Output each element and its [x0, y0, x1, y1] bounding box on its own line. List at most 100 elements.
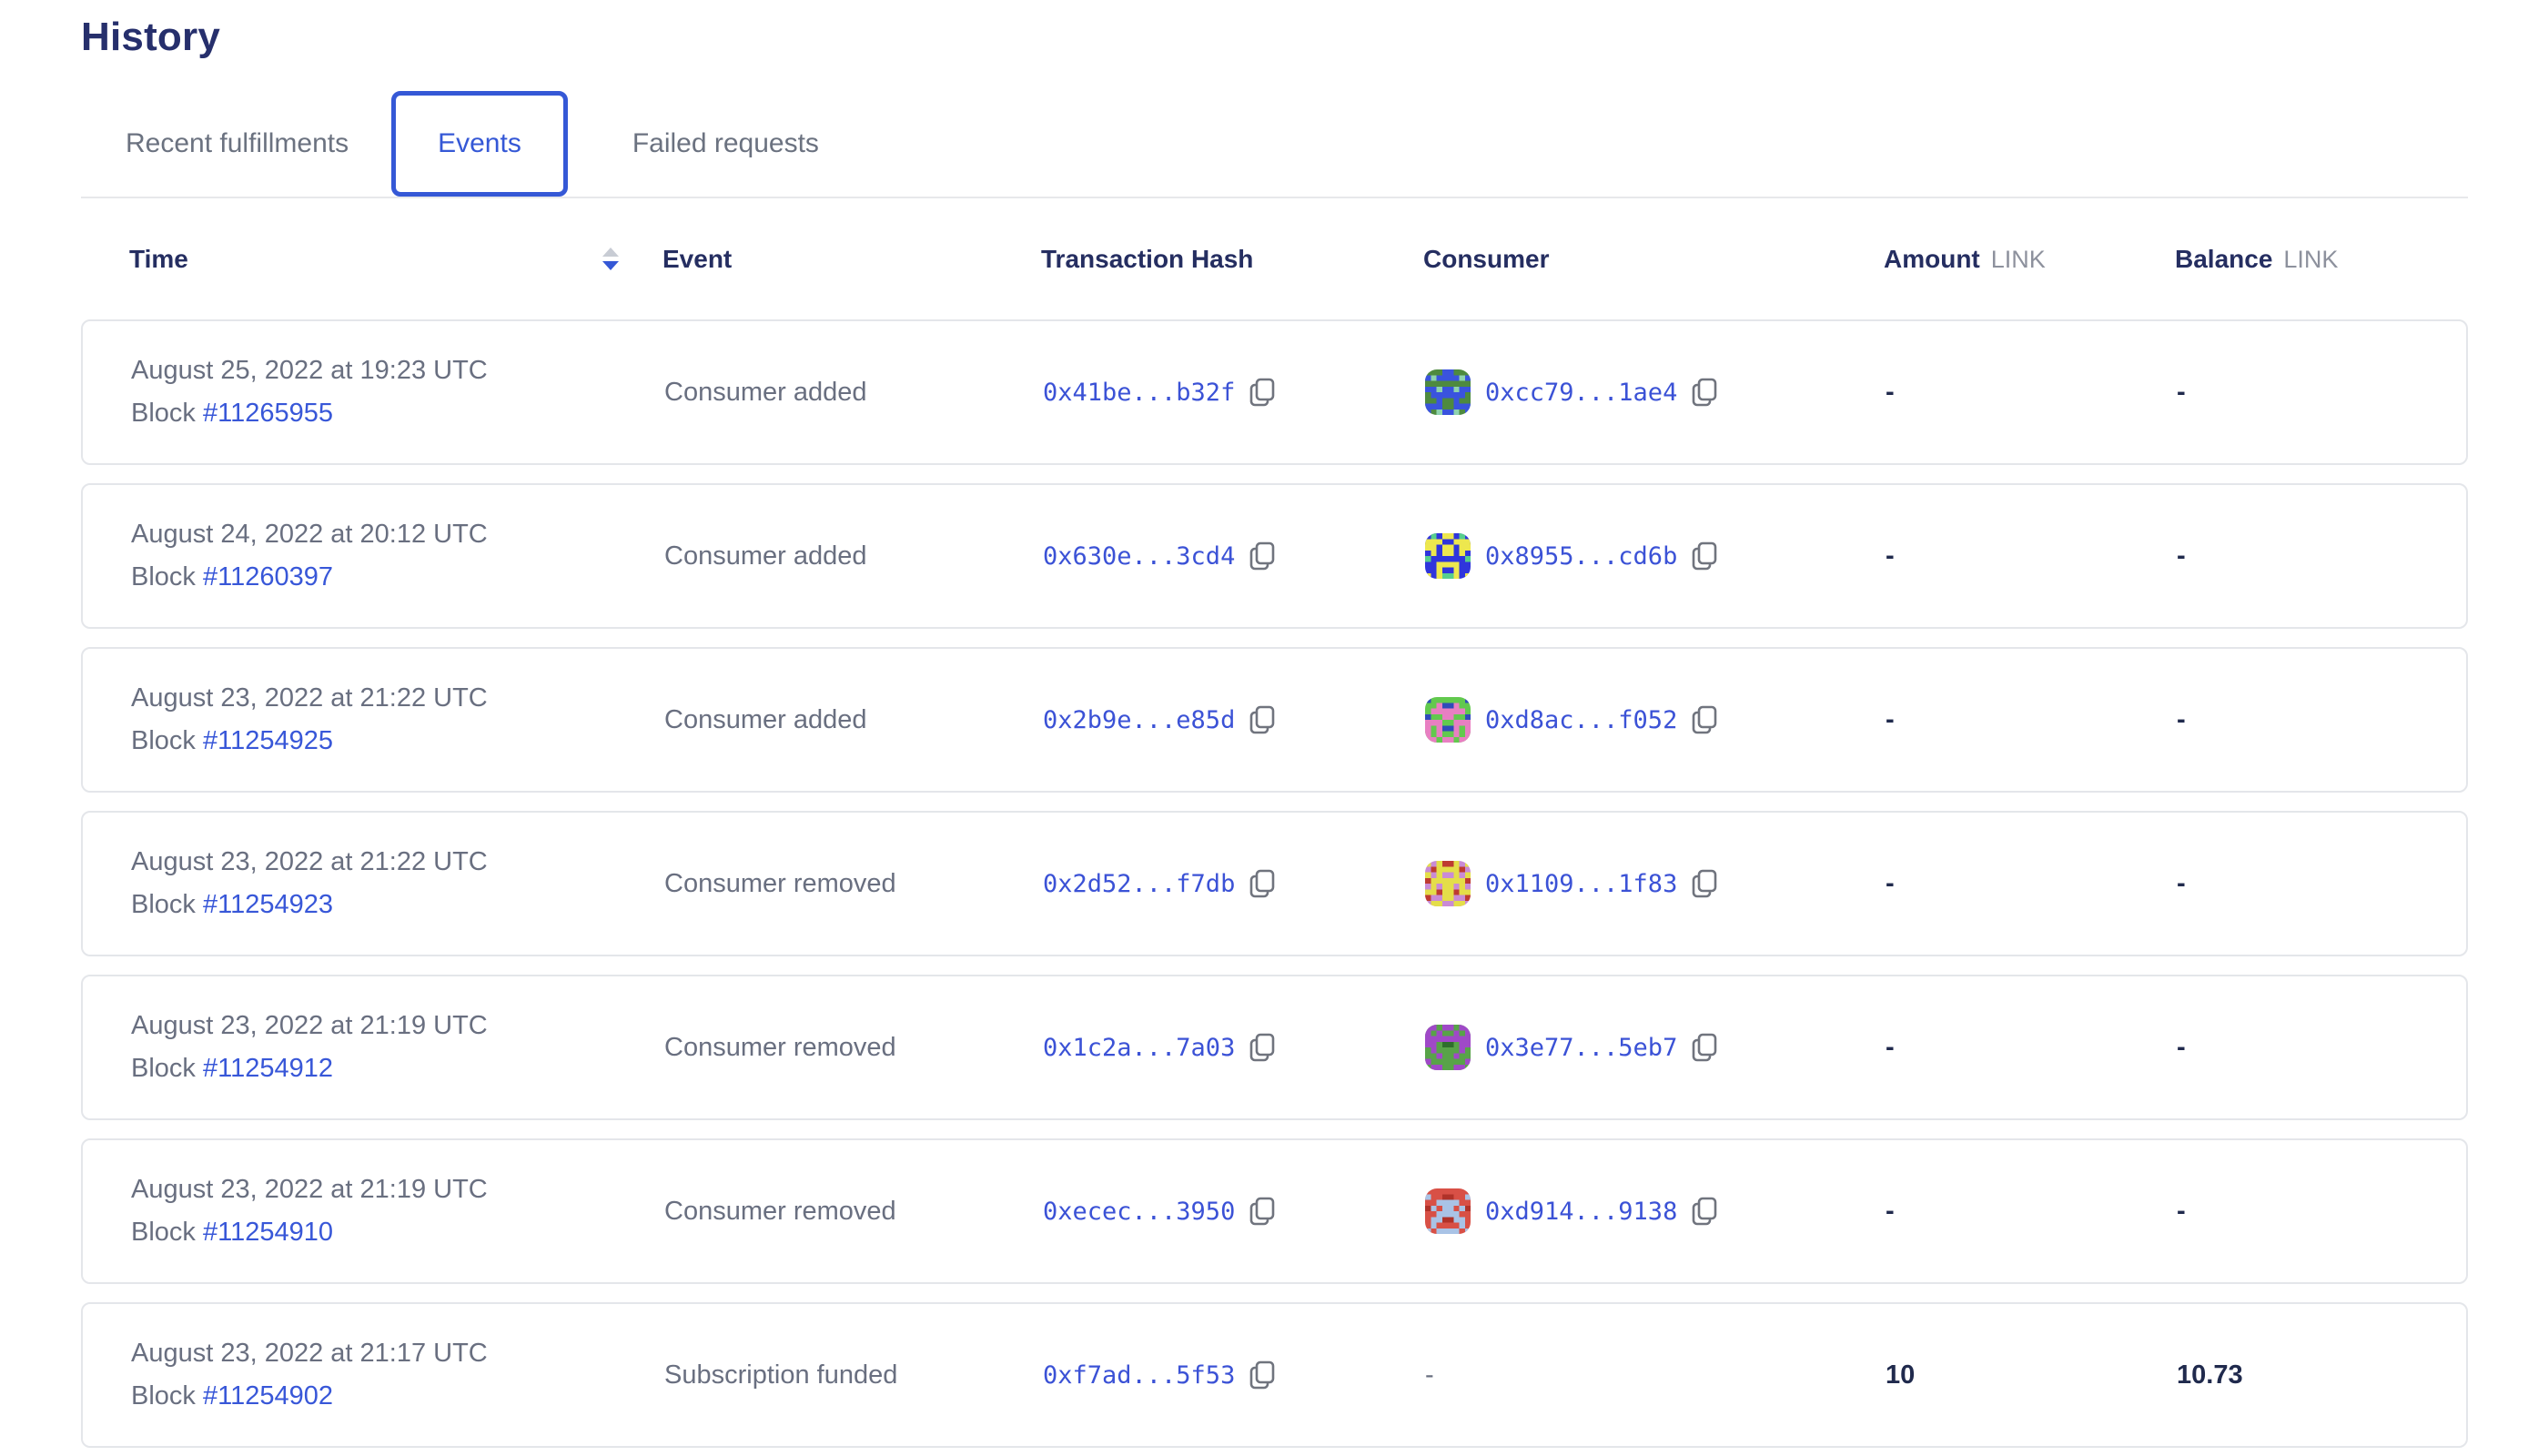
copy-consumer-address-button[interactable] [1692, 541, 1717, 571]
consumer-address-link[interactable]: 0x3e77...5eb7 [1485, 1033, 1678, 1062]
block-number-link[interactable]: #11265955 [202, 399, 333, 428]
balance-value: - [2177, 704, 2186, 734]
copy-transaction-hash-button[interactable] [1249, 1360, 1275, 1390]
amount-value: - [1886, 1032, 1895, 1062]
block-number-link[interactable]: #11260397 [202, 562, 333, 592]
event-type: Consumer removed [664, 1196, 896, 1226]
transaction-hash-link[interactable]: 0x1c2a...7a03 [1043, 1033, 1236, 1062]
copy-transaction-hash-button[interactable] [1249, 1197, 1275, 1226]
consumer-avatar [1425, 369, 1471, 415]
consumer-cell: 0xcc79...1ae4 [1425, 369, 1886, 415]
block-number-link[interactable]: #11254912 [202, 1054, 333, 1083]
block-number-link[interactable]: #11254923 [202, 890, 333, 919]
block-line: Block #11260397 [131, 562, 664, 592]
consumer-address-link[interactable]: 0xd914...9138 [1485, 1197, 1678, 1226]
row-timestamp: August 23, 2022 at 21:17 UTC [131, 1339, 488, 1368]
copy-consumer-address-button[interactable] [1692, 378, 1717, 407]
copy-transaction-hash-button[interactable] [1249, 378, 1275, 407]
transaction-hash-link[interactable]: 0x41be...b32f [1043, 378, 1236, 407]
col-event-header: Event [662, 244, 733, 273]
sort-desc-icon [602, 261, 619, 270]
copy-transaction-hash-button[interactable] [1249, 705, 1275, 734]
block-label: Block [131, 562, 203, 592]
row-timestamp: August 23, 2022 at 21:19 UTC [131, 1011, 488, 1040]
time-cell: August 23, 2022 at 21:22 UTC Block #1125… [131, 683, 664, 756]
transaction-hash-link[interactable]: 0xf7ad...5f53 [1043, 1360, 1236, 1390]
consumer-address-link[interactable]: 0x1109...1f83 [1485, 869, 1678, 898]
block-line: Block #11254925 [131, 726, 664, 756]
tab-failed-requests[interactable]: Failed requests [632, 128, 819, 158]
copy-consumer-address-button[interactable] [1692, 1033, 1717, 1062]
copy-transaction-hash-button[interactable] [1249, 1033, 1275, 1062]
consumer-address-link[interactable]: 0xd8ac...f052 [1485, 705, 1678, 734]
time-header-label: Time [129, 244, 188, 273]
table-row: August 23, 2022 at 21:22 UTC Block #1125… [81, 647, 2468, 793]
col-time-header[interactable]: Time [129, 245, 662, 274]
block-number-link[interactable]: #11254902 [202, 1381, 333, 1410]
consumer-address-link[interactable]: 0x8955...cd6b [1485, 541, 1678, 571]
consumer-avatar [1425, 1025, 1471, 1070]
transaction-hash-link[interactable]: 0x630e...3cd4 [1043, 541, 1236, 571]
block-label: Block [131, 1381, 203, 1410]
copy-transaction-hash-button[interactable] [1249, 869, 1275, 898]
copy-transaction-hash-button[interactable] [1249, 541, 1275, 571]
block-line: Block #11254923 [131, 890, 664, 920]
table-row: August 23, 2022 at 21:22 UTC Block #1125… [81, 811, 2468, 956]
balance-value: - [2177, 541, 2186, 571]
tab-events[interactable]: Events [391, 91, 568, 197]
balance-value: - [2177, 1032, 2186, 1062]
copy-consumer-address-button[interactable] [1692, 705, 1717, 734]
sort-asc-icon [602, 248, 619, 257]
block-label: Block [131, 1218, 203, 1247]
balance-value: - [2177, 868, 2186, 898]
row-timestamp: August 25, 2022 at 19:23 UTC [131, 356, 488, 385]
consumer-address-link[interactable]: 0xcc79...1ae4 [1485, 378, 1678, 407]
transaction-hash-link[interactable]: 0x2d52...f7db [1043, 869, 1236, 898]
consumer-avatar [1425, 697, 1471, 743]
copy-consumer-address-button[interactable] [1692, 869, 1717, 898]
copy-consumer-address-button[interactable] [1692, 1197, 1717, 1226]
table-row: August 25, 2022 at 19:23 UTC Block #1126… [81, 319, 2468, 465]
time-cell: August 23, 2022 at 21:22 UTC Block #1125… [131, 847, 664, 920]
transaction-hash-cell: 0x1c2a...7a03 [1043, 1033, 1425, 1062]
event-type: Consumer added [664, 377, 867, 407]
consumer-cell: 0x8955...cd6b [1425, 533, 1886, 579]
balance-header-label: Balance [2175, 244, 2273, 273]
transaction-hash-link[interactable]: 0x2b9e...e85d [1043, 705, 1236, 734]
consumer-address-link: - [1425, 1360, 1434, 1390]
tabs: Recent fulfillments Events Failed reques… [81, 91, 2468, 197]
block-line: Block #11254912 [131, 1054, 664, 1084]
transaction-hash-cell: 0x2d52...f7db [1043, 869, 1425, 898]
copy-icon [1250, 1360, 1275, 1390]
amount-value: 10 [1886, 1360, 1916, 1390]
copy-icon [1250, 869, 1275, 898]
copy-icon [1693, 541, 1717, 571]
amount-value: - [1886, 541, 1895, 571]
time-cell: August 23, 2022 at 21:19 UTC Block #1125… [131, 1011, 664, 1084]
table-row: August 23, 2022 at 21:17 UTC Block #1125… [81, 1302, 2468, 1448]
block-label: Block [131, 726, 203, 755]
amount-value: - [1886, 704, 1895, 734]
event-type: Consumer removed [664, 1032, 896, 1062]
sort-icon[interactable] [602, 248, 619, 270]
block-line: Block #11265955 [131, 399, 664, 429]
copy-icon [1250, 378, 1275, 407]
block-number-link[interactable]: #11254910 [202, 1218, 333, 1247]
balance-value: 10.73 [2177, 1360, 2243, 1390]
amount-header-label: Amount [1884, 244, 1980, 273]
row-timestamp: August 23, 2022 at 21:19 UTC [131, 1175, 488, 1204]
balance-value: - [2177, 1196, 2186, 1226]
transaction-hash-link[interactable]: 0xecec...3950 [1043, 1197, 1236, 1226]
tabs-divider [81, 197, 2468, 198]
copy-icon [1250, 541, 1275, 571]
copy-icon [1693, 705, 1717, 734]
tab-recent-fulfillments[interactable]: Recent fulfillments [126, 128, 349, 158]
event-type: Consumer added [664, 541, 867, 571]
time-cell: August 24, 2022 at 20:12 UTC Block #1126… [131, 520, 664, 592]
block-line: Block #11254910 [131, 1218, 664, 1248]
block-label: Block [131, 399, 203, 428]
consumer-avatar [1425, 533, 1471, 579]
block-number-link[interactable]: #11254925 [202, 726, 333, 755]
copy-icon [1693, 869, 1717, 898]
time-cell: August 25, 2022 at 19:23 UTC Block #1126… [131, 356, 664, 429]
